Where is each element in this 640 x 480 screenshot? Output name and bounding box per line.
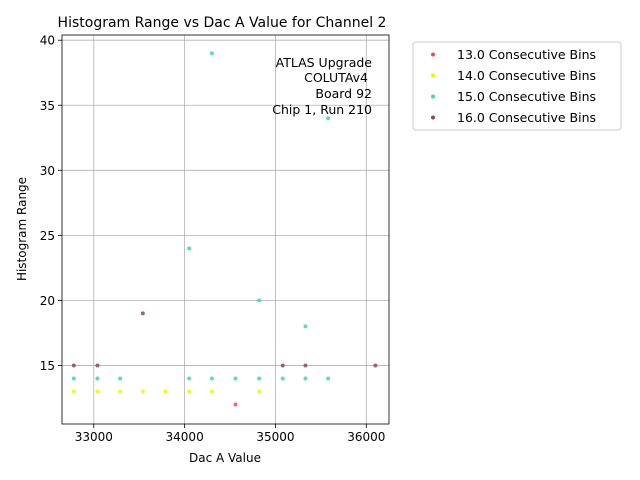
series-14-0-consecutive-bins [71, 389, 262, 394]
data-point [326, 116, 331, 121]
data-point [140, 389, 145, 394]
data-point [71, 376, 76, 381]
y-axis-label: Histogram Range [15, 177, 29, 281]
y-tick-label: 30 [40, 164, 55, 178]
legend-marker [431, 115, 435, 120]
legend: 13.0 Consecutive Bins 14.0 Consecutive Bi… [412, 41, 622, 131]
annotation-line-3: Board 92 [315, 86, 372, 101]
legend-marker [431, 52, 435, 57]
data-point [140, 311, 145, 316]
data-point [233, 402, 238, 407]
annotation-line-4: Chip 1, Run 210 [272, 102, 372, 117]
data-point [71, 363, 76, 368]
data-point [95, 389, 100, 394]
y-tick-label: 40 [40, 34, 55, 48]
legend-label: 15.0 Consecutive Bins [457, 89, 596, 104]
x-axis-label: Dac A Value [189, 451, 261, 465]
run-annotation: ATLAS Upgrade COLUTAv4 Board 92 Chip 1, … [272, 55, 372, 117]
y-tick-label: 35 [40, 99, 55, 113]
data-point [257, 376, 262, 381]
series-16-0-consecutive-bins [71, 311, 378, 368]
data-points [71, 51, 378, 407]
legend-marker [431, 94, 435, 99]
data-point [233, 376, 238, 381]
data-point [71, 389, 76, 394]
data-point [118, 389, 123, 394]
legend-label: 13.0 Consecutive Bins [457, 47, 596, 62]
series-15-0-consecutive-bins [71, 51, 331, 381]
y-tick-label: 15 [40, 359, 55, 373]
annotation-line-2: COLUTAv4 [304, 70, 368, 85]
data-point [303, 363, 308, 368]
data-point [209, 389, 214, 394]
y-tick-label: 20 [40, 294, 55, 308]
data-point [187, 246, 192, 251]
data-point [95, 376, 100, 381]
data-point [118, 376, 123, 381]
x-tick-label: 36000 [347, 430, 385, 444]
plot-frame [61, 34, 390, 425]
data-point [373, 363, 378, 368]
data-point [187, 389, 192, 394]
data-point [280, 363, 285, 368]
data-point [187, 376, 192, 381]
data-point [209, 51, 214, 56]
x-tick-label: 35000 [256, 430, 294, 444]
data-point [303, 376, 308, 381]
data-point [257, 389, 262, 394]
data-point [280, 376, 285, 381]
data-point [303, 324, 308, 329]
y-tick-label: 25 [40, 229, 55, 243]
legend-label: 16.0 Consecutive Bins [457, 110, 596, 125]
annotation-line-1: ATLAS Upgrade [276, 55, 373, 70]
grid-lines [62, 35, 389, 424]
series-13-0-consecutive-bins [233, 402, 238, 407]
data-point [326, 376, 331, 381]
legend-label: 14.0 Consecutive Bins [457, 68, 596, 83]
x-tick-label: 33000 [75, 430, 113, 444]
data-point [95, 363, 100, 368]
data-point [163, 389, 168, 394]
data-point [209, 376, 214, 381]
legend-box [412, 41, 622, 131]
data-point [257, 298, 262, 303]
axis-ticks: 33000 34000 35000 36000 15 20 25 30 35 40 [40, 34, 386, 444]
legend-marker [431, 73, 435, 78]
chart-title: Histogram Range vs Dac A Value for Chann… [58, 15, 387, 31]
x-tick-label: 34000 [166, 430, 204, 444]
